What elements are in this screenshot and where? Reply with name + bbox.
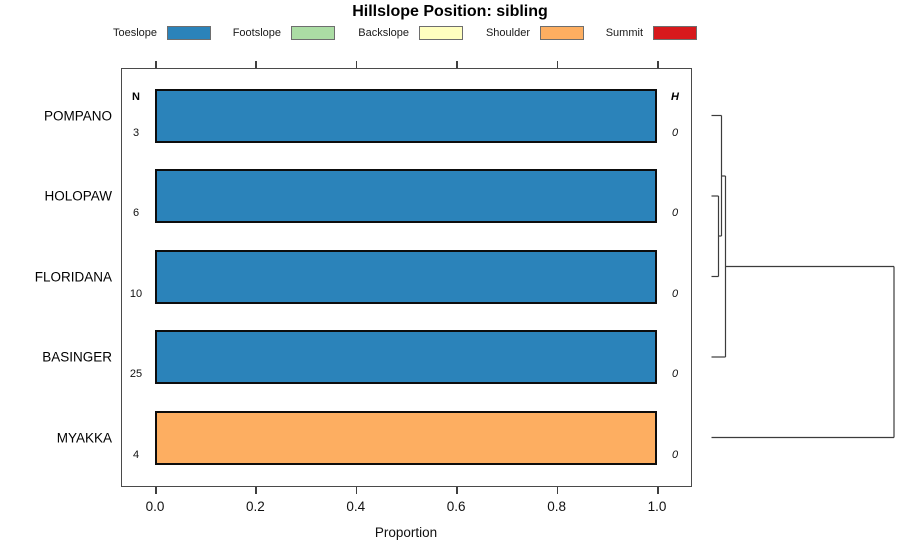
legend-swatch (291, 26, 335, 40)
n-value-pompano: 3 (132, 126, 140, 139)
top-tick-0.2 (255, 61, 257, 68)
legend-label: Summit (605, 27, 643, 39)
bar-holopaw-toeslope (155, 169, 657, 223)
n-value-basinger: 25 (129, 368, 143, 380)
bottom-tick-0.6 (456, 487, 458, 494)
legend-label: Shoulder (485, 27, 530, 39)
top-tick-0.4 (355, 61, 358, 68)
legend-swatch (419, 26, 463, 40)
legend-item-backslope: Backslope (358, 26, 463, 41)
n-value-myakka: 4 (132, 448, 140, 461)
tick-label-0.2: 0.2 (246, 499, 265, 514)
tick-label-0.4: 0.4 (346, 499, 366, 514)
n-value-holopaw: 6 (132, 207, 140, 219)
series-label-myakka: MYAKKA (56, 430, 112, 445)
top-tick-0.6 (456, 61, 458, 68)
col-header-h: H (671, 91, 679, 103)
legend-label: Backslope (358, 27, 409, 39)
legend-item-toeslope: Toeslope (113, 26, 211, 41)
legend-swatch (167, 26, 211, 40)
series-label-pompano: POMPANO (43, 108, 112, 123)
h-value-basinger: 0 (671, 368, 679, 380)
bottom-tick-0.4 (355, 487, 358, 494)
chart-title: Hillslope Position: sibling (352, 3, 548, 20)
legend-label: Footslope (232, 27, 281, 39)
legend-item-summit: Summit (606, 26, 697, 41)
top-tick-0.0 (155, 61, 157, 68)
bar-floridana-toeslope (155, 249, 657, 304)
h-value-pompano: 0 (671, 126, 679, 139)
h-value-holopaw: 0 (671, 207, 679, 219)
top-tick-0.8 (556, 61, 559, 68)
tick-label-1.0: 1.0 (647, 499, 667, 514)
tick-label-0.8: 0.8 (547, 499, 566, 514)
bottom-tick-0.8 (556, 487, 559, 494)
series-label-holopaw: HOLOPAW (44, 188, 112, 204)
series-label-floridana: FLORIDANA (34, 269, 112, 284)
bar-basinger-toeslope (155, 330, 657, 384)
legend-swatch (540, 26, 584, 40)
bar-myakka-shoulder (155, 410, 657, 465)
bottom-tick-0.0 (155, 487, 157, 494)
n-value-floridana: 10 (129, 287, 143, 300)
bottom-tick-0.2 (255, 487, 257, 494)
x-axis-title: Proportion (374, 525, 438, 540)
top-tick-1.0 (657, 61, 659, 68)
tick-label-0.6: 0.6 (446, 499, 466, 514)
bar-pompano-toeslope (155, 88, 657, 143)
legend-label: Toeslope (112, 27, 157, 39)
tick-label-0.0: 0.0 (145, 499, 165, 514)
h-value-myakka: 0 (671, 448, 679, 461)
legend-swatch (653, 26, 697, 40)
col-header-n: N (132, 91, 140, 103)
h-value-floridana: 0 (671, 287, 679, 300)
series-label-basinger: BASINGER (42, 349, 112, 365)
bottom-tick-1.0 (657, 487, 659, 494)
legend-item-footslope: Footslope (233, 26, 335, 41)
legend-item-shoulder: Shoulder (486, 26, 584, 41)
